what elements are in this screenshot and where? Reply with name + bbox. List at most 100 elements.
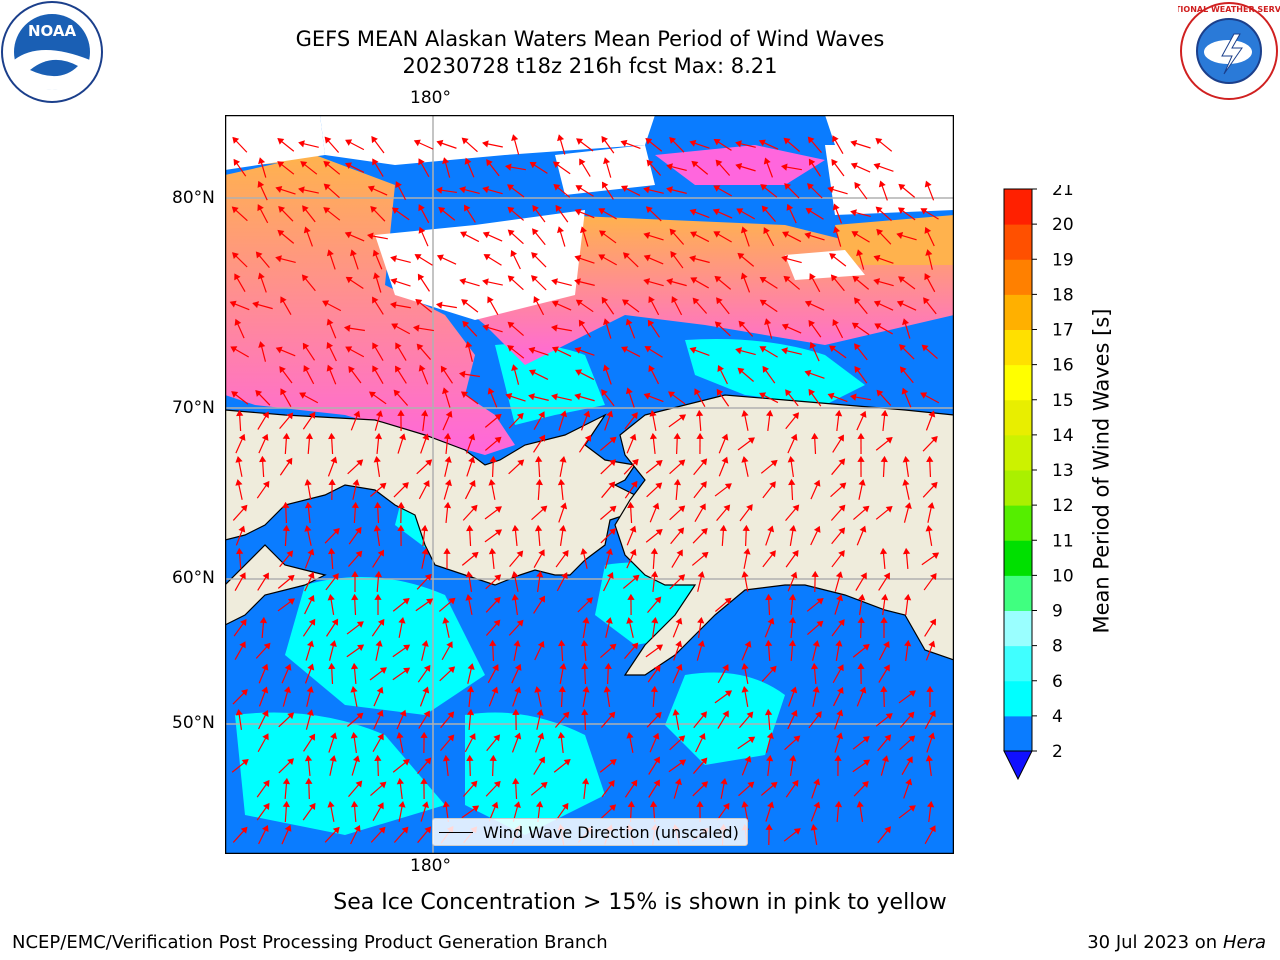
wind-wave-arrowhead	[928, 640, 936, 648]
wind-wave-arrowhead	[763, 227, 770, 235]
wind-wave-arrowhead	[678, 414, 687, 421]
wind-wave-arrowhead	[488, 479, 496, 486]
wind-wave-arrowhead	[836, 709, 844, 717]
wind-wave-arrowhead	[422, 433, 430, 441]
wind-wave-arrowhead	[723, 504, 731, 512]
wind-wave-arrowhead	[908, 735, 916, 743]
wind-wave-arrowhead	[390, 255, 397, 263]
wind-wave-arrowhead	[423, 664, 431, 672]
wind-wave-arrowhead	[695, 409, 704, 417]
wind-wave-arrowhead	[601, 296, 609, 304]
wind-wave-arrowhead	[643, 186, 650, 194]
wind-wave-arrowhead	[349, 249, 357, 257]
wind-wave-arrowhead	[766, 409, 774, 417]
wind-wave-arrowhead	[811, 432, 819, 440]
wind-wave-arrowhead	[304, 479, 312, 486]
wind-wave-arrowhead	[282, 524, 290, 532]
wind-wave-arrowhead	[765, 593, 773, 601]
wind-wave-arrowhead	[332, 527, 340, 535]
wind-wave-arrowhead	[328, 432, 336, 440]
wind-wave-arrowhead	[742, 524, 750, 532]
wind-wave-arrowhead	[862, 644, 870, 651]
wind-wave-arrowhead	[816, 620, 824, 628]
wind-wave-arrowhead	[262, 779, 270, 787]
wind-wave-arrowhead	[805, 208, 813, 215]
wind-wave-arrowhead	[607, 572, 614, 580]
wind-wave-arrowhead	[418, 204, 425, 212]
colorbar-bin	[1004, 645, 1032, 682]
wind-wave-arrowhead	[724, 483, 732, 490]
wind-wave-arrowhead	[376, 709, 384, 717]
wind-wave-arrowhead	[236, 409, 244, 417]
wind-wave-arrowhead	[920, 392, 928, 399]
wind-wave-arrowhead	[417, 273, 425, 281]
wind-wave-arrowhead	[286, 412, 294, 420]
wind-wave-arrowhead	[858, 593, 866, 601]
wind-wave-arrowhead	[536, 709, 544, 716]
wind-wave-arrowhead	[666, 278, 674, 286]
legend-label: Wind Wave Direction (unscaled)	[483, 822, 739, 842]
wind-wave-arrowhead	[831, 159, 838, 167]
wind-wave-arrowhead	[461, 137, 469, 145]
wind-wave-arrowhead	[698, 732, 706, 740]
wind-wave-arrowhead	[850, 139, 858, 147]
lat-label-60: 60°N	[172, 568, 215, 588]
wind-wave-arrowhead	[537, 732, 545, 740]
wind-wave-arrowhead	[883, 572, 890, 580]
wind-wave-arrowhead	[261, 824, 269, 833]
wind-wave-arrowhead	[648, 296, 655, 304]
wind-wave-arrowhead	[355, 550, 363, 558]
wind-wave-arrowhead	[372, 296, 379, 304]
wind-wave-arrowhead	[235, 547, 244, 555]
wind-wave-arrowhead	[471, 551, 479, 559]
wind-wave-arrowhead	[765, 823, 773, 830]
wind-wave-arrowhead	[535, 800, 544, 808]
wind-wave-arrowhead	[648, 365, 655, 373]
wind-wave-arrowhead	[832, 319, 839, 327]
wind-wave-arrowhead	[303, 365, 310, 373]
wind-wave-arrowhead	[536, 570, 544, 578]
wind-wave-arrowhead	[788, 616, 797, 624]
wind-wave-arrowhead	[876, 389, 884, 397]
wind-wave-arrowhead	[904, 639, 912, 647]
wind-wave-arrowhead	[808, 158, 816, 166]
colorbar-tick-label: 2	[1052, 742, 1063, 762]
wind-wave-arrowhead	[374, 501, 382, 509]
wind-wave-arrowhead	[881, 593, 889, 601]
wind-wave-arrowhead	[489, 455, 497, 463]
wind-wave-arrowhead	[579, 158, 586, 166]
wind-wave-arrowhead	[673, 432, 681, 440]
wind-wave-arrowhead	[721, 433, 729, 441]
wind-wave-arrowhead	[652, 732, 660, 740]
wind-wave-arrowhead	[781, 255, 788, 263]
wind-wave-arrowhead	[815, 711, 822, 719]
wind-wave-arrowhead	[792, 412, 800, 420]
wind-wave-arrowhead	[459, 278, 467, 286]
wind-wave-arrowhead	[255, 389, 263, 397]
colorbar-tick-label: 20	[1052, 215, 1074, 235]
wind-wave-arrowhead	[608, 780, 615, 788]
wind-wave-arrowhead	[645, 138, 653, 145]
wind-wave-arrowhead	[345, 346, 353, 353]
footer-credit: NCEP/EMC/Verification Post Processing Pr…	[12, 932, 608, 953]
wind-wave-arrowhead	[605, 548, 613, 556]
wind-wave-arrowhead	[304, 501, 313, 509]
wind-wave-arrowhead	[735, 140, 742, 148]
wind-wave-arrowhead	[669, 228, 677, 236]
wind-wave-arrowhead	[352, 755, 360, 763]
wind-wave-arrowhead	[494, 574, 502, 582]
wind-wave-arrowhead	[538, 434, 546, 442]
wind-wave-arrowhead	[425, 459, 433, 467]
wind-wave-arrowhead	[701, 551, 709, 559]
wind-wave-arrowhead	[606, 410, 614, 418]
wind-wave-arrowhead	[532, 205, 539, 213]
wind-wave-arrowhead	[790, 433, 798, 441]
wind-wave-arrowhead	[863, 759, 871, 767]
wind-wave-arrowhead	[785, 389, 792, 397]
wind-wave-arrowhead	[402, 759, 410, 766]
wind-wave-arrowhead	[629, 548, 637, 556]
wind-wave-arrowhead	[559, 524, 567, 532]
wind-wave-arrowhead	[861, 780, 869, 788]
wind-wave-arrowhead	[322, 300, 330, 307]
wind-wave-arrowhead	[367, 185, 375, 193]
